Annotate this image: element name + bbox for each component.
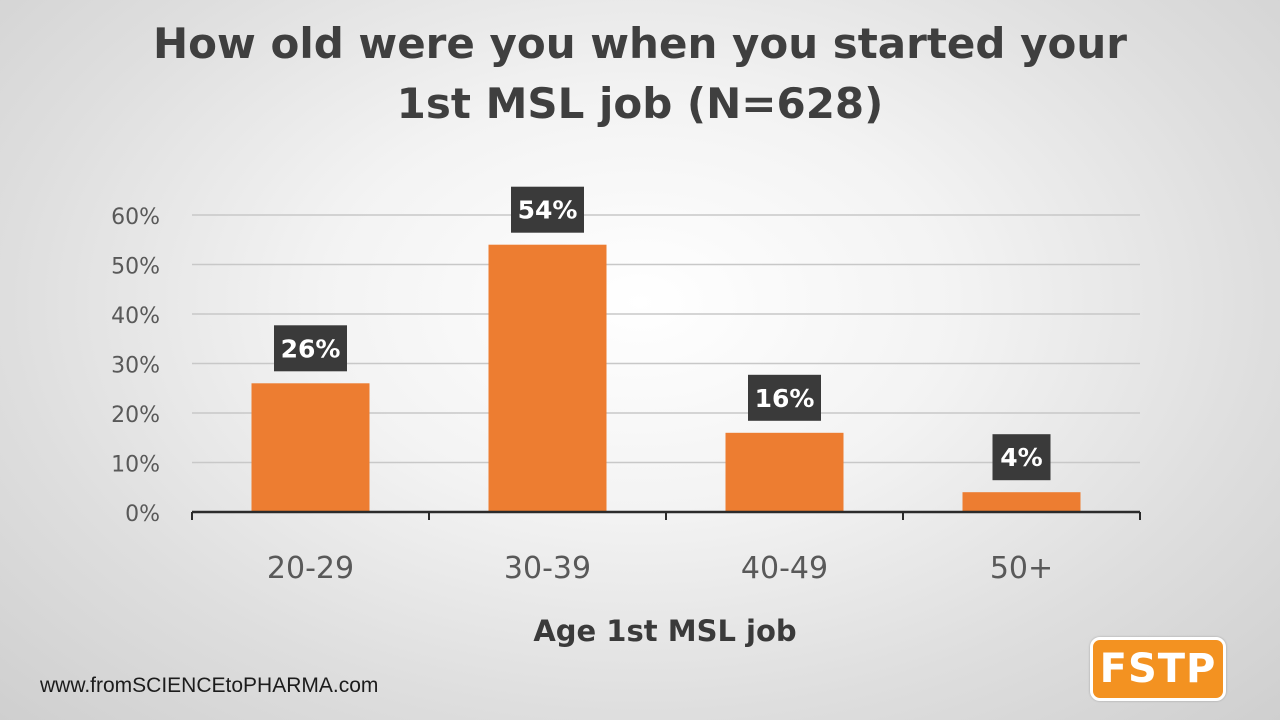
chart-title-line-1: How old were you when you started your (153, 19, 1127, 68)
y-tick-label: 10% (111, 453, 160, 478)
y-tick-label: 20% (111, 403, 160, 428)
data-label-text: 54% (518, 196, 578, 225)
y-tick-label: 0% (125, 502, 160, 527)
website-url: www.fromSCIENCEtoPHARMA.com (40, 674, 379, 697)
data-label-50+: 4% (992, 434, 1051, 481)
chart-title-line-2: 1st MSL job (N=628) (396, 79, 884, 128)
data-label-box (992, 434, 1051, 481)
bar-20-29 (251, 383, 370, 512)
x-axis-title: Age 1st MSL job (533, 614, 796, 648)
y-tick-label: 30% (111, 354, 160, 379)
x-axis (191, 510, 1141, 520)
data-label-box (274, 325, 347, 372)
data-label-box (748, 374, 821, 421)
data-label-text: 16% (755, 384, 815, 413)
x-axis-tick-labels: 20-29 30-39 40-49 50+ (267, 551, 1053, 586)
data-label-text: 4% (1000, 443, 1042, 472)
data-label-text: 26% (281, 334, 341, 363)
bar-50+ (962, 492, 1081, 512)
y-axis-tick-labels: 0% 10% 20% 30% 40% 50% 60% (111, 205, 160, 527)
data-label-40-49: 16% (748, 374, 821, 421)
y-tick-label: 40% (111, 304, 160, 329)
data-labels: 26% 54% 16% 4% (274, 186, 1051, 481)
y-tick-label: 60% (111, 205, 160, 230)
y-tick-label: 50% (111, 255, 160, 280)
x-tick-label: 40-49 (741, 551, 828, 586)
x-tick-label: 20-29 (267, 551, 354, 586)
chart-title: How old were you when you started your 1… (0, 14, 1280, 134)
data-label-30-39: 54% (511, 186, 584, 233)
bars (251, 244, 1081, 512)
bar-30-39 (488, 244, 607, 512)
fstp-logo: FSTP (1090, 637, 1226, 701)
data-label-20-29: 26% (274, 325, 347, 372)
x-tick-label: 30-39 (504, 551, 591, 586)
data-label-box (511, 186, 584, 233)
bar-40-49 (725, 432, 844, 512)
x-tick-label: 50+ (990, 551, 1053, 586)
